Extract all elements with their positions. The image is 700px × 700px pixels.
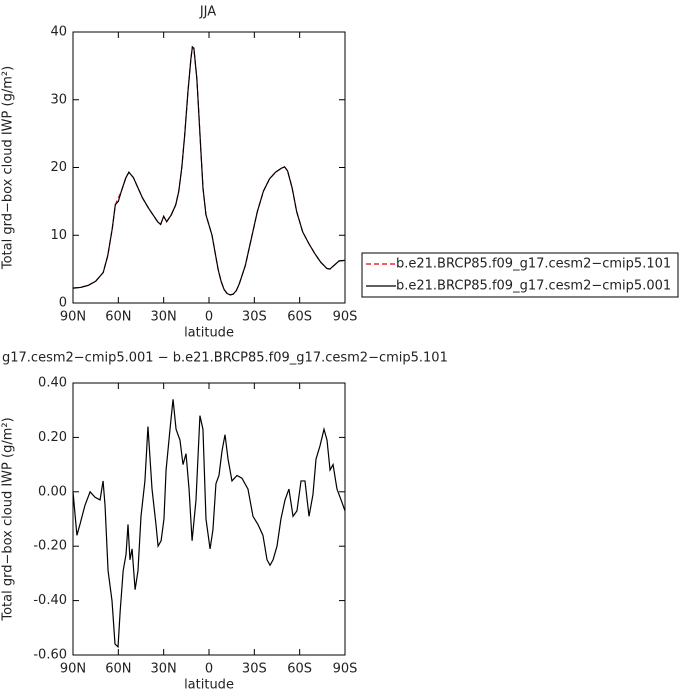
y-tick-label: -0.20 — [33, 539, 67, 554]
y-tick-label: 0.00 — [38, 484, 67, 499]
y-tick-label: 30 — [50, 92, 67, 107]
legend-label: b.e21.BRCP85.f09_g17.cesm2−cmip5.101 — [396, 257, 671, 272]
y-tick-label: -0.40 — [33, 593, 67, 608]
x-tick-label: 30N — [151, 662, 177, 677]
y-tick-label: 0 — [59, 296, 67, 311]
y-axis-label: Total grd−box cloud IWP (g/m²) — [1, 66, 16, 270]
x-tick-label: 90S — [333, 662, 358, 677]
y-tick-label: -0.60 — [33, 648, 67, 663]
x-tick-label: 90N — [60, 662, 86, 677]
x-tick-label: 0 — [205, 662, 213, 677]
x-axis-label: latitude — [184, 326, 234, 341]
x-tick-label: 30N — [151, 310, 177, 325]
data-line — [72, 45, 346, 296]
x-axis-label: latitude — [184, 678, 234, 693]
data-line — [72, 45, 346, 296]
chart-title: g17.cesm2−cmip5.001 − b.e21.BRCP85.f09_g… — [2, 351, 448, 366]
x-tick-label: 30S — [242, 662, 267, 677]
y-tick-label: 0.40 — [38, 376, 67, 391]
legend-label: b.e21.BRCP85.f09_g17.cesm2−cmip5.001 — [396, 279, 671, 294]
x-tick-label: 60S — [287, 310, 312, 325]
x-tick-label: 90N — [60, 310, 86, 325]
y-tick-label: 0.20 — [38, 430, 67, 445]
data-line — [72, 399, 346, 649]
x-tick-label: 30S — [242, 310, 267, 325]
y-axis-label: Total grd−box cloud IWP (g/m²) — [1, 417, 16, 621]
chart-title: JJA — [199, 5, 216, 20]
y-tick-label: 40 — [50, 25, 67, 40]
x-tick-label: 0 — [205, 310, 213, 325]
plot-frame — [72, 31, 346, 304]
x-tick-label: 90S — [333, 310, 358, 325]
y-tick-label: 20 — [50, 160, 67, 175]
legend-box — [361, 252, 679, 298]
x-tick-label: 60N — [105, 662, 131, 677]
x-tick-label: 60S — [287, 662, 312, 677]
y-tick-label: 10 — [50, 228, 67, 243]
x-tick-label: 60N — [105, 310, 131, 325]
plot-frame — [72, 382, 346, 656]
